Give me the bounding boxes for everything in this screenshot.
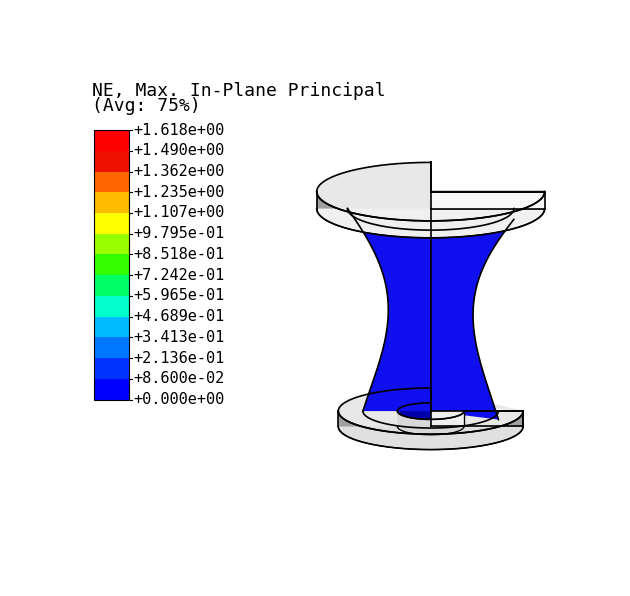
Bar [94, 337, 129, 358]
Polygon shape [338, 388, 523, 434]
Text: +1.490e+00: +1.490e+00 [134, 143, 225, 159]
Bar [94, 316, 129, 337]
Text: +8.518e-01: +8.518e-01 [134, 247, 225, 262]
Polygon shape [398, 411, 464, 435]
Bar [94, 151, 129, 172]
Text: +5.965e-01: +5.965e-01 [134, 288, 225, 303]
Bar [94, 234, 129, 254]
Text: (Avg: 75%): (Avg: 75%) [92, 97, 200, 115]
Text: +0.000e+00: +0.000e+00 [134, 392, 225, 407]
Polygon shape [338, 427, 523, 449]
Text: +1.362e+00: +1.362e+00 [134, 164, 225, 179]
Text: +2.136e-01: +2.136e-01 [134, 350, 225, 365]
Bar [94, 193, 129, 213]
Polygon shape [431, 192, 544, 209]
Bar [94, 275, 129, 296]
Text: +4.689e-01: +4.689e-01 [134, 309, 225, 324]
Text: +1.235e+00: +1.235e+00 [134, 185, 225, 200]
Bar [94, 358, 129, 379]
Bar [94, 213, 129, 234]
Text: +8.600e-02: +8.600e-02 [134, 371, 225, 386]
Text: NE, Max. In-Plane Principal: NE, Max. In-Plane Principal [92, 82, 386, 100]
Bar [94, 254, 129, 275]
Text: +3.413e-01: +3.413e-01 [134, 330, 225, 345]
Text: +7.242e-01: +7.242e-01 [134, 268, 225, 283]
Polygon shape [431, 411, 523, 427]
Polygon shape [317, 209, 544, 238]
Polygon shape [348, 209, 514, 428]
Bar [94, 296, 129, 316]
Polygon shape [338, 411, 523, 449]
Polygon shape [431, 190, 544, 210]
Polygon shape [317, 192, 544, 238]
Bar [94, 172, 129, 193]
Polygon shape [317, 162, 544, 221]
Bar [94, 130, 129, 151]
Bar [94, 379, 129, 399]
Bar [94, 130, 129, 399]
Text: +1.107e+00: +1.107e+00 [134, 206, 225, 221]
Text: +1.618e+00: +1.618e+00 [134, 123, 225, 138]
Text: +9.795e-01: +9.795e-01 [134, 226, 225, 241]
Polygon shape [431, 209, 514, 420]
Polygon shape [348, 209, 431, 411]
